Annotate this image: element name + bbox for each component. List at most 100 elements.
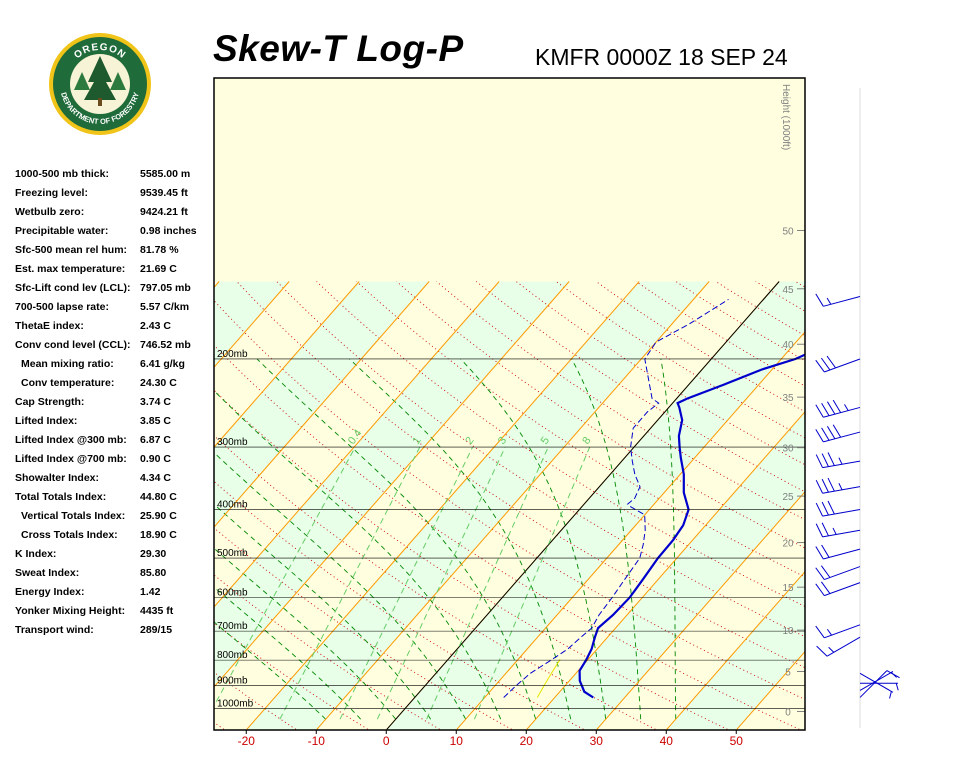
index-row: Yonker Mixing Height: 4435 ft	[15, 605, 215, 624]
wind-barb-staff	[826, 636, 861, 657]
wind-barb-feather	[820, 581, 831, 594]
moist-adiabat	[349, 358, 572, 720]
index-row: Cross Totals Index: 18.90 C	[15, 529, 215, 548]
x-tick-label: -10	[308, 734, 326, 748]
index-label: Showalter Index:	[15, 472, 100, 484]
moist-adiabat	[214, 389, 502, 720]
index-row: ThetaE index: 2.43 C	[15, 320, 215, 339]
index-value: 3.85 C	[140, 415, 171, 427]
wind-barb-half-feather	[828, 646, 835, 653]
wind-barb-half-feather	[889, 691, 892, 699]
index-value: 746.52 mb	[140, 339, 191, 351]
wind-barb-staff	[859, 670, 888, 698]
wind-barb-staff	[824, 582, 861, 597]
isotherm	[0, 281, 9, 729]
index-row: Wetbulb zero: 9424.21 ft	[15, 206, 215, 225]
index-value: 85.80	[140, 567, 167, 579]
wind-barb	[815, 293, 861, 307]
index-row: Cap Strength: 3.74 C	[15, 396, 215, 415]
wind-barb-staff	[823, 548, 861, 560]
height-tick-label: 35	[782, 393, 794, 404]
mixing-ratio-line	[376, 446, 506, 720]
index-row: Conv temperature: 24.30 C	[15, 377, 215, 396]
wind-barb-feather	[821, 402, 830, 416]
index-label: Energy Index:	[15, 586, 85, 598]
wind-barb-feather	[815, 293, 824, 307]
wind-barb	[815, 424, 861, 443]
moist-adiabat	[660, 358, 677, 720]
wind-barb-staff	[822, 529, 861, 538]
index-row: Vertical Totals Index: 25.90 C	[15, 510, 215, 529]
mixing-ratio-label: 3	[496, 435, 509, 447]
isotherm	[214, 281, 500, 608]
height-tick-label: 25	[782, 492, 794, 503]
index-label: Lifted Index @700 mb:	[15, 453, 127, 465]
wind-barb-feather	[821, 427, 830, 441]
index-value: 29.30	[140, 548, 167, 560]
wind-barb-feather	[826, 426, 836, 440]
index-row: Energy Index: 1.42	[15, 586, 215, 605]
height-tick-label: 15	[782, 583, 794, 594]
index-label: Precipitable water:	[15, 225, 109, 237]
pressure-label: 600mb	[217, 588, 248, 599]
wind-barb	[815, 452, 861, 469]
pressure-label: 800mb	[217, 650, 248, 661]
isotherm	[456, 331, 805, 730]
index-value: 44.80 C	[140, 491, 177, 503]
wind-barb-feather	[827, 477, 835, 492]
wind-barb	[815, 522, 861, 538]
index-value: 797.05 mb	[140, 282, 191, 294]
mixing-ratio-label: 8	[580, 435, 593, 447]
wind-barb-feather	[821, 501, 829, 516]
index-row: Lifted Index @300 mb: 6.87 C	[15, 434, 215, 453]
isotherm	[316, 281, 710, 730]
index-value: 9539.45 ft	[140, 187, 188, 199]
wind-barb	[815, 500, 861, 517]
isotherm	[0, 281, 149, 729]
wind-barb-staff	[823, 295, 861, 307]
wind-barb	[816, 636, 861, 657]
index-value: 24.30 C	[140, 377, 177, 389]
wind-barb-feather	[821, 478, 829, 493]
wind-barb-half-feather	[838, 483, 843, 491]
index-row: Freezing level: 9539.45 ft	[15, 187, 215, 206]
index-row: Sfc-Lift cond lev (LCL): 797.05 mb	[15, 282, 215, 301]
wind-barb-feather	[815, 583, 825, 596]
index-value: 0.98 inches	[140, 225, 197, 237]
index-value: 3.74 C	[140, 396, 171, 408]
station-time-label: KMFR 0000Z 18 SEP 24	[535, 44, 788, 70]
index-row: Lifted Index @700 mb: 0.90 C	[15, 453, 215, 472]
wind-barb	[815, 544, 861, 560]
pressure-label: 500mb	[217, 548, 248, 559]
index-label: Est. max temperature:	[15, 263, 126, 275]
isotherm	[214, 281, 290, 369]
x-tick-label: 30	[590, 734, 604, 748]
wind-barb-feather	[815, 502, 824, 517]
x-tick-label: 20	[520, 734, 534, 748]
index-value: 5585.00 m	[140, 168, 191, 180]
pressure-label: 200mb	[217, 349, 248, 360]
index-label: Sfc-500 mean rel hum:	[15, 244, 128, 256]
wind-barb-feather	[815, 429, 824, 443]
index-label: Lifted Index:	[15, 415, 78, 427]
wind-barb-feather	[815, 523, 824, 538]
wind-barb-staff	[823, 406, 861, 418]
wind-barb-half-feather	[826, 628, 833, 636]
dry-adiabat	[795, 281, 805, 288]
wind-barb	[815, 399, 861, 418]
height-tick-label: 30	[782, 444, 794, 455]
wind-barb-feather	[816, 645, 828, 657]
index-row: Conv cond level (CCL): 746.52 mb	[15, 339, 215, 358]
wind-barb-feather	[821, 522, 829, 537]
wind-barb-feather	[815, 546, 824, 560]
height-tick-label: 0	[785, 707, 791, 718]
index-label: Cross Totals Index:	[21, 529, 118, 541]
moist-adiabat	[214, 621, 327, 720]
temperature-trace	[578, 353, 805, 699]
index-row: 1000-500 mb thick: 5585.00 m	[15, 168, 215, 187]
oregon-department-of-forestry-logo: OREGON DEPARTMENT OF FORESTRY	[49, 33, 151, 135]
wind-barb-staff	[824, 566, 861, 581]
index-label: Sfc-Lift cond lev (LCL):	[15, 282, 131, 294]
isotherm	[526, 411, 805, 730]
mixing-ratio-label: 2	[463, 435, 476, 447]
